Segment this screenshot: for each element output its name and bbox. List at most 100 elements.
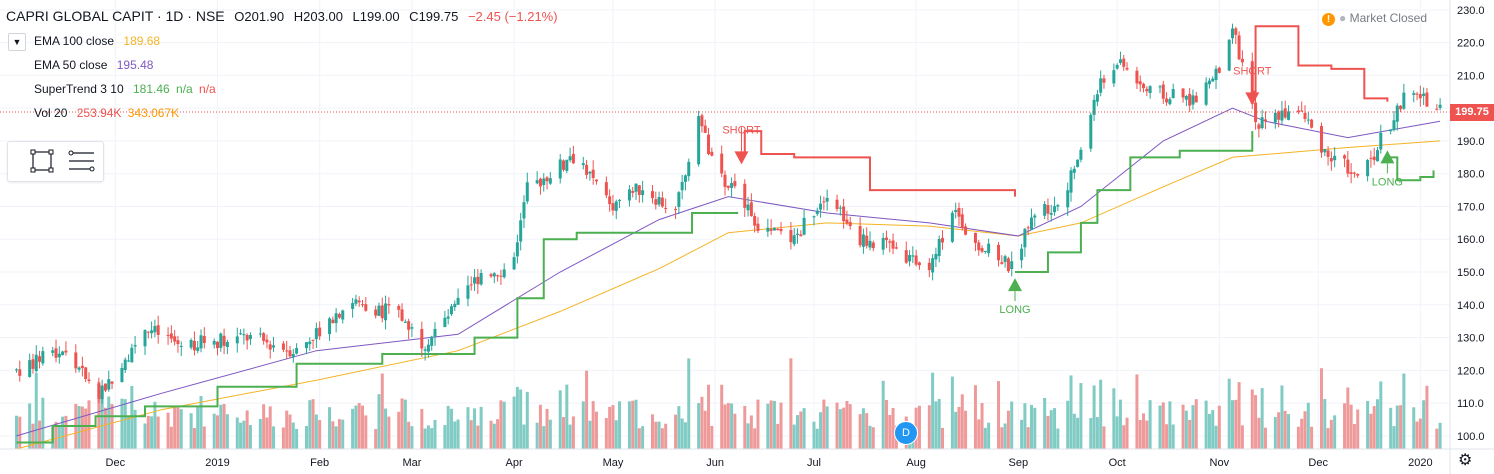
- y-tick-label: 130.0: [1457, 333, 1485, 345]
- volume-bar: [285, 410, 289, 449]
- market-status[interactable]: ! ● Market Closed: [1322, 11, 1427, 26]
- volume-bar: [219, 404, 223, 449]
- indicator-ema50[interactable]: EMA 50 close 195.48: [34, 58, 153, 72]
- indicator-value: 253.94K: [76, 106, 122, 120]
- candle-body: [410, 327, 414, 329]
- volume-bar: [103, 407, 107, 449]
- volume-bar: [631, 400, 635, 449]
- candle-body: [1356, 173, 1360, 176]
- candle-body: [1326, 150, 1330, 157]
- indicator-name: EMA 100 close: [34, 34, 115, 48]
- volume-bar: [235, 417, 239, 449]
- volume-bar: [377, 394, 381, 449]
- volume-bar: [189, 413, 193, 449]
- volume-bar: [937, 398, 941, 449]
- candle-body: [41, 351, 45, 364]
- volume-bar: [1142, 413, 1146, 449]
- volume-bar: [1395, 405, 1399, 449]
- volume-bar: [1392, 426, 1396, 449]
- candle-body: [337, 313, 341, 318]
- candle: [377, 302, 381, 317]
- indicator-value: 195.48: [116, 58, 154, 72]
- candle-body: [84, 367, 88, 379]
- candle-body: [1135, 70, 1139, 84]
- volume-bar: [242, 420, 246, 449]
- candle-body: [34, 354, 38, 372]
- candle-body: [1029, 217, 1033, 230]
- candle: [697, 110, 701, 167]
- candle-body: [1399, 105, 1403, 110]
- supertrend-signals: SHORT LONG SHORT LONG: [722, 65, 1403, 316]
- candle: [239, 329, 243, 336]
- candle: [235, 327, 239, 353]
- dividend-badge[interactable]: D: [894, 421, 918, 445]
- candle: [272, 336, 276, 352]
- volume-bar: [581, 401, 585, 449]
- volume-bar: [426, 425, 430, 449]
- volume-bar: [176, 407, 180, 449]
- indicator-supertrend[interactable]: SuperTrend 3 10 181.46 n/a n/a: [34, 82, 216, 96]
- candle: [400, 303, 404, 322]
- volume-bar: [173, 406, 177, 449]
- volume-bar: [100, 389, 104, 449]
- volume-bar: [54, 421, 58, 449]
- candle: [1161, 80, 1165, 104]
- candle-body: [756, 223, 760, 231]
- candle: [1194, 91, 1198, 103]
- x-tick-label: Feb: [310, 457, 329, 469]
- candle-body: [908, 255, 912, 262]
- candle: [196, 340, 200, 354]
- candle-body: [443, 317, 447, 328]
- volume-bar: [1099, 379, 1103, 449]
- volume-bar: [38, 420, 42, 449]
- candle: [248, 332, 252, 345]
- volume-bar: [637, 428, 641, 449]
- candle-body: [403, 321, 407, 323]
- volume-bar: [288, 414, 292, 449]
- volume-bar: [225, 414, 229, 449]
- y-tick-label: 100.0: [1457, 431, 1485, 443]
- x-tick-label: Aug: [906, 457, 926, 469]
- candle-body: [169, 333, 173, 339]
- indicator-ema100[interactable]: EMA 100 close 189.68: [34, 34, 160, 48]
- candle: [502, 263, 506, 279]
- volume-bar: [1280, 385, 1284, 449]
- volume-bar: [123, 399, 127, 449]
- candle: [1211, 76, 1215, 82]
- volume-bar: [265, 417, 269, 449]
- candle: [651, 185, 654, 204]
- candle: [410, 323, 414, 337]
- volume-bar: [1165, 424, 1169, 449]
- candle: [1115, 63, 1119, 70]
- candle-body: [1329, 157, 1333, 162]
- gear-icon[interactable]: ⚙: [1458, 452, 1473, 469]
- candle: [1277, 110, 1281, 128]
- lines-tool-icon[interactable]: [68, 150, 95, 172]
- volume-bar: [776, 423, 780, 449]
- volume-bar: [558, 390, 562, 449]
- candle-body: [1158, 86, 1162, 88]
- volume-bar: [845, 400, 849, 449]
- candle-body: [1333, 155, 1337, 161]
- candle: [492, 272, 496, 284]
- rectangle-tool-icon[interactable]: [30, 149, 54, 173]
- candle-body: [1079, 149, 1083, 160]
- candle: [980, 245, 984, 254]
- volume-bar: [1263, 427, 1267, 449]
- volume-bar: [641, 426, 645, 449]
- collapse-indicators-button[interactable]: ▼: [8, 33, 26, 51]
- candle: [871, 240, 875, 252]
- indicator-volume[interactable]: Vol 20 253.94K 343.067K: [34, 106, 179, 120]
- short-arrow-icon: [734, 151, 749, 165]
- candle-body: [545, 177, 549, 182]
- volume-bar: [964, 410, 968, 449]
- symbol-title[interactable]: CAPRI GLOBAL CAPIT · 1D · NSE: [6, 8, 225, 24]
- candle-body: [799, 234, 803, 237]
- volume-bar: [588, 420, 592, 449]
- candle-body: [407, 321, 411, 330]
- candle: [950, 210, 954, 243]
- volume-bar: [1033, 407, 1037, 449]
- candle-body: [31, 359, 35, 369]
- candle: [222, 328, 226, 355]
